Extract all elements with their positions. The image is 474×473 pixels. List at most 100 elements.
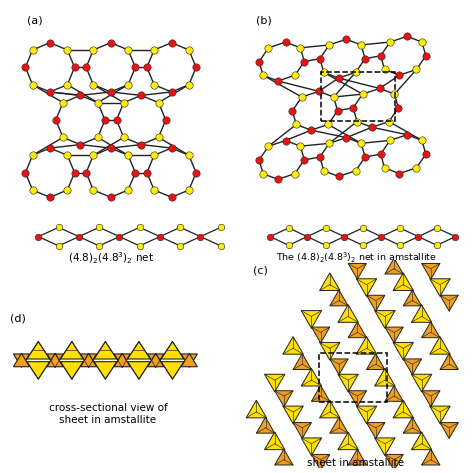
Point xyxy=(113,116,120,124)
Point xyxy=(285,224,292,232)
Polygon shape xyxy=(311,385,330,401)
Point xyxy=(396,224,403,232)
Text: (a): (a) xyxy=(27,15,43,25)
Polygon shape xyxy=(293,354,311,369)
Point xyxy=(357,140,365,147)
Point xyxy=(301,156,308,164)
Point xyxy=(59,133,67,141)
Point xyxy=(107,88,115,96)
Point xyxy=(156,233,164,240)
Polygon shape xyxy=(161,362,184,379)
Point xyxy=(452,233,459,240)
Point xyxy=(357,41,365,49)
Point xyxy=(124,46,132,54)
Point xyxy=(259,170,267,177)
Bar xyxy=(319,353,387,402)
Point xyxy=(46,144,54,152)
Polygon shape xyxy=(264,432,285,450)
Point xyxy=(301,58,308,65)
Point xyxy=(143,169,151,176)
Polygon shape xyxy=(319,400,340,418)
Text: cross-sectional view of
sheet in amstallite: cross-sectional view of sheet in amstall… xyxy=(49,403,167,425)
Point xyxy=(377,233,385,240)
Point xyxy=(94,99,101,106)
Polygon shape xyxy=(114,354,130,368)
Text: The (4.8)$_2$(4.8$^3$)$_2$ net in amstallite: The (4.8)$_2$(4.8$^3$)$_2$ net in amstal… xyxy=(276,251,438,265)
Point xyxy=(422,150,429,158)
Text: (4.8)$_2$(4.8$^3$)$_2$ net: (4.8)$_2$(4.8$^3$)$_2$ net xyxy=(68,251,154,266)
Point xyxy=(29,81,36,88)
Polygon shape xyxy=(60,342,83,359)
Point xyxy=(90,46,97,54)
Polygon shape xyxy=(128,362,150,379)
Polygon shape xyxy=(256,417,274,433)
Polygon shape xyxy=(301,311,321,328)
Point xyxy=(396,242,403,249)
Polygon shape xyxy=(356,406,377,424)
Point xyxy=(396,170,403,177)
Polygon shape xyxy=(348,263,366,279)
Polygon shape xyxy=(283,337,303,354)
Bar xyxy=(321,72,394,121)
Point xyxy=(185,186,193,194)
Point xyxy=(285,242,292,249)
Point xyxy=(335,173,342,180)
Polygon shape xyxy=(330,290,348,306)
Point xyxy=(377,52,384,60)
Point xyxy=(418,137,426,144)
Polygon shape xyxy=(161,342,184,359)
Polygon shape xyxy=(440,354,458,369)
Polygon shape xyxy=(338,305,358,322)
Point xyxy=(136,224,144,231)
Point xyxy=(46,88,54,96)
Point xyxy=(35,233,42,240)
Polygon shape xyxy=(181,353,197,367)
Point xyxy=(52,116,60,124)
Point xyxy=(29,46,36,54)
Polygon shape xyxy=(393,273,413,290)
Polygon shape xyxy=(422,449,440,465)
Polygon shape xyxy=(385,455,403,470)
Point xyxy=(185,151,193,159)
Point xyxy=(264,142,272,150)
Point xyxy=(418,38,426,46)
Polygon shape xyxy=(128,342,150,359)
Point xyxy=(143,63,151,71)
Polygon shape xyxy=(348,391,366,407)
Polygon shape xyxy=(403,290,421,306)
Point xyxy=(282,137,290,144)
Point xyxy=(168,193,175,201)
Polygon shape xyxy=(356,279,377,297)
Point xyxy=(326,140,333,147)
Polygon shape xyxy=(366,422,385,438)
Point xyxy=(368,123,376,131)
Point xyxy=(343,134,350,141)
Point xyxy=(22,169,29,176)
Polygon shape xyxy=(356,337,377,354)
Point xyxy=(162,116,170,124)
Polygon shape xyxy=(147,354,164,368)
Polygon shape xyxy=(27,342,50,359)
Point xyxy=(101,116,109,124)
Point xyxy=(414,233,422,240)
Polygon shape xyxy=(27,362,50,379)
Polygon shape xyxy=(13,353,30,367)
Point xyxy=(95,224,103,231)
Polygon shape xyxy=(246,400,266,418)
Polygon shape xyxy=(94,362,117,379)
Point xyxy=(46,193,54,201)
Point xyxy=(291,170,299,177)
Point xyxy=(343,35,350,43)
Point xyxy=(107,39,115,46)
Point xyxy=(217,242,225,250)
Point xyxy=(422,52,429,60)
Point xyxy=(255,156,263,164)
Point xyxy=(391,90,398,98)
Point xyxy=(359,90,366,98)
Polygon shape xyxy=(181,354,197,368)
Point xyxy=(396,71,403,79)
Point xyxy=(297,44,304,52)
Point xyxy=(64,151,71,159)
Point xyxy=(136,242,144,250)
Point xyxy=(237,233,245,240)
